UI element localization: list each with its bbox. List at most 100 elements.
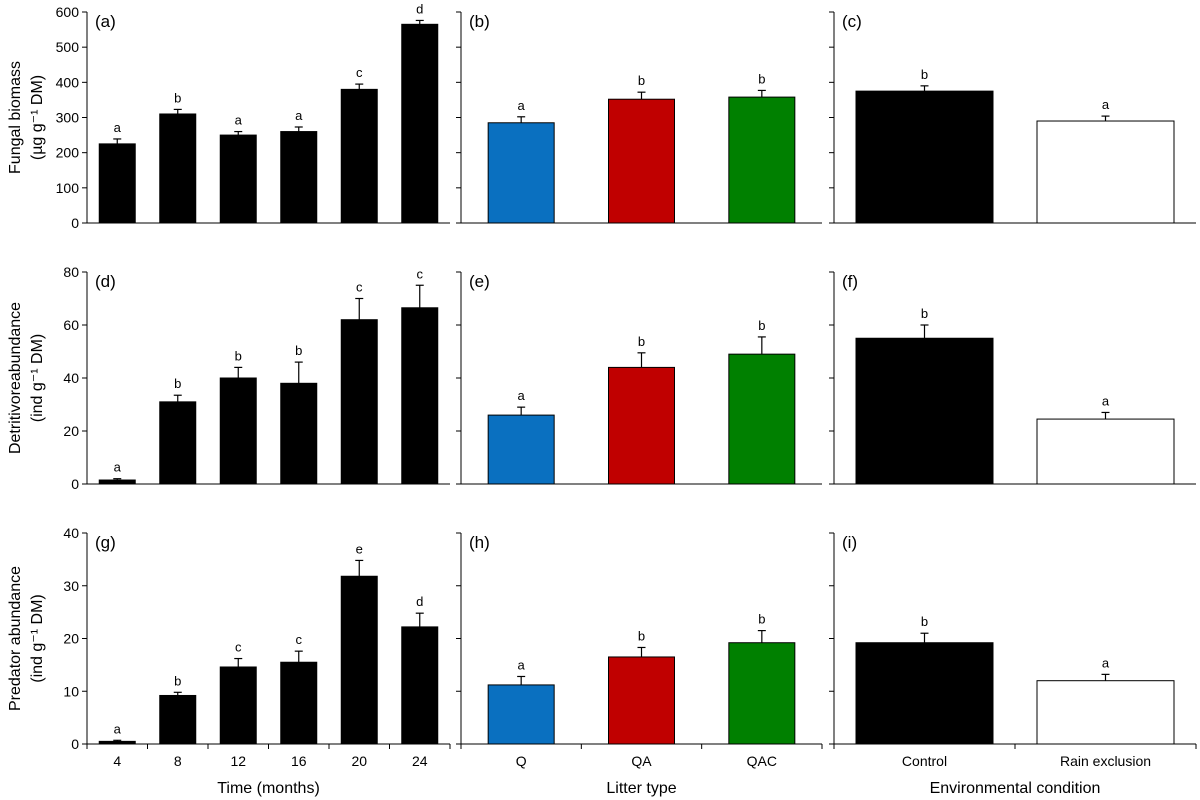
panel-label: (e) <box>469 272 490 291</box>
y-axis-label-line2: (ind g⁻¹ DM) <box>29 594 46 682</box>
bar <box>280 661 318 745</box>
panel-label: (d) <box>95 272 116 291</box>
significance-letter: b <box>174 90 181 105</box>
bar <box>608 656 675 745</box>
panel-a: 0 100 200 300 400 500 600 a b a a c d (a) Fungal bioma… <box>7 1 450 231</box>
x-axis-label: Litter type <box>606 780 676 797</box>
significance-letter: a <box>114 120 122 135</box>
significance-letter: b <box>758 612 765 627</box>
significance-letter: a <box>114 460 122 475</box>
panel-label: (f) <box>842 272 858 291</box>
bar <box>487 684 555 745</box>
significance-letter: b <box>921 614 928 629</box>
bar <box>401 626 439 745</box>
y-tick-label: 0 <box>71 215 79 231</box>
significance-letter: a <box>1102 655 1110 670</box>
x-tick-label: 8 <box>174 753 182 769</box>
panel-label: (b) <box>469 12 490 31</box>
bar <box>728 642 796 745</box>
y-tick-label: 10 <box>63 683 79 699</box>
bar <box>608 366 675 485</box>
x-tick-label: 20 <box>351 753 367 769</box>
significance-letter: c <box>356 280 363 295</box>
y-tick-label: 400 <box>56 74 80 90</box>
bar <box>280 382 318 485</box>
significance-letter: a <box>518 388 526 403</box>
x-tick-label: 12 <box>230 753 246 769</box>
y-tick-label: 20 <box>63 423 79 439</box>
y-tick-label: 80 <box>63 264 79 280</box>
bar <box>98 479 136 485</box>
y-axis-label-line1: Fungal biomass <box>7 61 24 174</box>
y-tick-label: 300 <box>56 110 80 126</box>
y-tick-label: 0 <box>71 736 79 752</box>
bar <box>1036 418 1175 485</box>
bar <box>401 307 439 485</box>
bar <box>855 337 994 485</box>
bar <box>608 98 675 224</box>
significance-letter: e <box>356 541 363 556</box>
bar <box>340 319 378 485</box>
bar <box>219 666 257 745</box>
x-tick-label: 4 <box>113 753 121 769</box>
y-axis-label-line2: (µg g⁻¹ DM) <box>29 75 46 160</box>
bar <box>340 88 378 224</box>
x-tick-label: Q <box>516 753 527 769</box>
panel-label: (i) <box>842 533 857 552</box>
significance-letter: d <box>416 1 423 16</box>
significance-letter: b <box>174 673 181 688</box>
bar <box>855 90 994 224</box>
x-tick-label: 16 <box>291 753 307 769</box>
y-tick-label: 20 <box>63 631 79 647</box>
y-tick-label: 40 <box>63 525 79 541</box>
significance-letter: a <box>1102 393 1110 408</box>
bar <box>1036 120 1175 224</box>
significance-letter: d <box>416 594 423 609</box>
significance-letter: b <box>638 73 645 88</box>
significance-letter: c <box>417 266 424 281</box>
significance-letter: a <box>235 113 243 128</box>
x-tick-label: QAC <box>747 753 777 769</box>
y-tick-label: 600 <box>56 4 80 20</box>
significance-letter: b <box>638 334 645 349</box>
x-axis-label: Time (months) <box>217 780 320 797</box>
x-axis-label: Environmental condition <box>930 780 1101 797</box>
bar <box>487 414 555 485</box>
bar <box>219 134 257 224</box>
panel-g: 0 10 20 30 40 a 4 b 8 c 12 c 16 e 20 d 24 (g) Predator abu… <box>7 525 451 797</box>
significance-letter: b <box>174 376 181 391</box>
panel-e: a b b (e) <box>456 271 822 485</box>
y-axis-label-line1: Detritivoreabundance <box>7 302 24 454</box>
significance-letter: b <box>235 348 242 363</box>
significance-letter: b <box>758 318 765 333</box>
significance-letter: a <box>518 657 526 672</box>
significance-letter: b <box>638 628 645 643</box>
panel-label: (a) <box>95 12 116 31</box>
significance-letter: a <box>114 721 122 736</box>
significance-letter: b <box>295 343 302 358</box>
panel-i: b Control a Rain exclusion (i) Environmental … <box>829 532 1197 797</box>
significance-letter: a <box>295 108 303 123</box>
significance-letter: b <box>921 306 928 321</box>
significance-letter: a <box>1102 97 1110 112</box>
bar <box>98 143 136 224</box>
x-tick-label: 24 <box>412 753 428 769</box>
bar <box>159 694 197 745</box>
bar <box>98 740 136 745</box>
bar <box>159 401 197 485</box>
bar <box>401 23 439 224</box>
significance-letter: a <box>518 98 526 113</box>
bar <box>280 131 318 224</box>
significance-letter: b <box>758 71 765 86</box>
y-tick-label: 100 <box>56 180 80 196</box>
significance-letter: c <box>356 65 363 80</box>
panel-f: b a (f) <box>829 271 1196 485</box>
x-tick-label: Control <box>902 753 947 769</box>
bar <box>340 575 378 745</box>
bar <box>728 96 796 224</box>
panel-b: a b b (b) <box>456 11 822 224</box>
panel-h: a Qb QA b QAC (h) Litter type <box>456 532 823 797</box>
panel-label: (h) <box>469 533 490 552</box>
bar <box>219 377 257 485</box>
